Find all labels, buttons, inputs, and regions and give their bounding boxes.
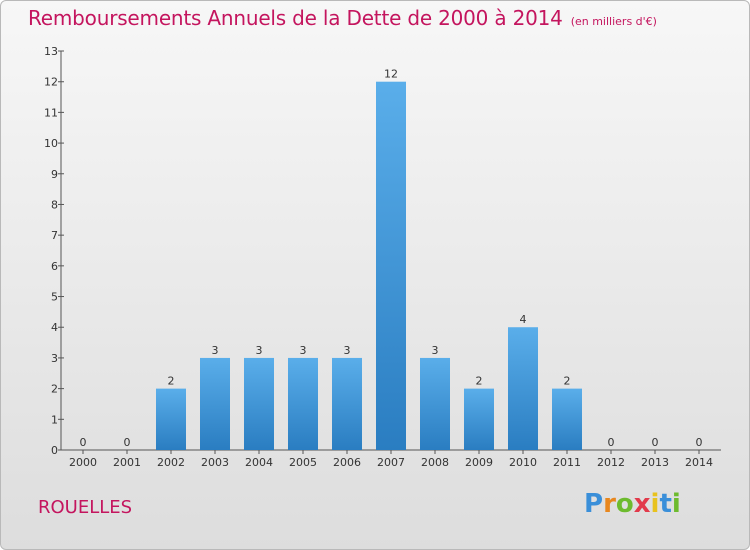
bars (156, 81, 582, 450)
logo-letter: x (633, 489, 651, 519)
bar (420, 357, 450, 450)
x-tick-label: 2008 (421, 456, 449, 469)
logo-letter: r (603, 489, 616, 519)
y-tick-label: 5 (51, 291, 58, 304)
y-tick-label: 0 (51, 444, 58, 457)
data-label: 2 (476, 375, 483, 388)
y-tick-label: 11 (44, 106, 58, 119)
y-tick-label: 7 (51, 229, 58, 242)
bar (376, 81, 406, 450)
logo-letter: t (659, 489, 672, 519)
bar (332, 357, 362, 450)
title-row: Remboursements Annuels de la Dette de 20… (28, 6, 657, 30)
logo-letter: P (584, 489, 604, 519)
data-label: 0 (80, 436, 87, 449)
x-tick-label: 2013 (641, 456, 669, 469)
data-label: 0 (696, 436, 703, 449)
data-label: 2 (564, 375, 571, 388)
x-tick-label: 2003 (201, 456, 229, 469)
proxiti-logo: Proxiti (584, 489, 681, 519)
x-tick-label: 2004 (245, 456, 273, 469)
bar (244, 357, 274, 450)
data-label: 3 (256, 344, 263, 357)
x-tick-label: 2001 (113, 456, 141, 469)
bar (508, 327, 538, 450)
data-labels: 0 0 2 3 3 3 3 12 3 2 4 2 0 0 0 (80, 68, 703, 449)
bar (552, 388, 582, 450)
logo-letter: i (671, 489, 681, 519)
y-tick-label: 1 (51, 413, 58, 426)
x-tick-label: 2010 (509, 456, 537, 469)
y-tick-label: 12 (44, 76, 58, 89)
location-label: ROUELLES (38, 497, 133, 518)
x-tick-label: 2006 (333, 456, 361, 469)
y-tick-label: 2 (51, 383, 58, 396)
data-label: 0 (124, 436, 131, 449)
bar (288, 357, 318, 450)
x-tick-label: 2002 (157, 456, 185, 469)
data-label: 2 (168, 375, 175, 388)
data-label: 12 (384, 68, 398, 81)
y-tick-label: 10 (44, 137, 58, 150)
chart-subtitle: (en milliers d'€) (570, 15, 657, 28)
y-tick-label: 4 (51, 321, 58, 334)
x-tick-label: 2011 (553, 456, 581, 469)
data-label: 3 (212, 344, 219, 357)
x-tick-label: 2007 (377, 456, 405, 469)
data-label: 3 (344, 344, 351, 357)
data-label: 0 (652, 436, 659, 449)
x-tick-label: 2009 (465, 456, 493, 469)
data-label: 0 (608, 436, 615, 449)
logo-letter: o (615, 489, 634, 519)
data-label: 4 (520, 313, 527, 326)
x-tick-label: 2000 (69, 456, 97, 469)
y-tick-label: 3 (51, 352, 58, 365)
chart-title: Remboursements Annuels de la Dette de 20… (28, 6, 563, 30)
data-label: 3 (300, 344, 307, 357)
bar (464, 388, 494, 450)
y-tick-label: 13 (44, 45, 58, 58)
y-tick-label: 9 (51, 168, 58, 181)
x-tick-label: 2005 (289, 456, 317, 469)
x-tick-label: 2014 (685, 456, 713, 469)
bar (200, 357, 230, 450)
y-tick-label: 6 (51, 260, 58, 273)
bar (156, 388, 186, 450)
x-tick-label: 2012 (597, 456, 625, 469)
x-axis: 2000 2001 2002 2003 2004 2005 2006 2007 2008 2009… (61, 449, 721, 469)
y-tick-label: 8 (51, 198, 58, 211)
data-label: 3 (432, 344, 439, 357)
logo-letter: i (650, 489, 660, 519)
